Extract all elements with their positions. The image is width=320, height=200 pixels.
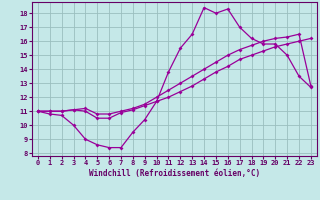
X-axis label: Windchill (Refroidissement éolien,°C): Windchill (Refroidissement éolien,°C) <box>89 169 260 178</box>
